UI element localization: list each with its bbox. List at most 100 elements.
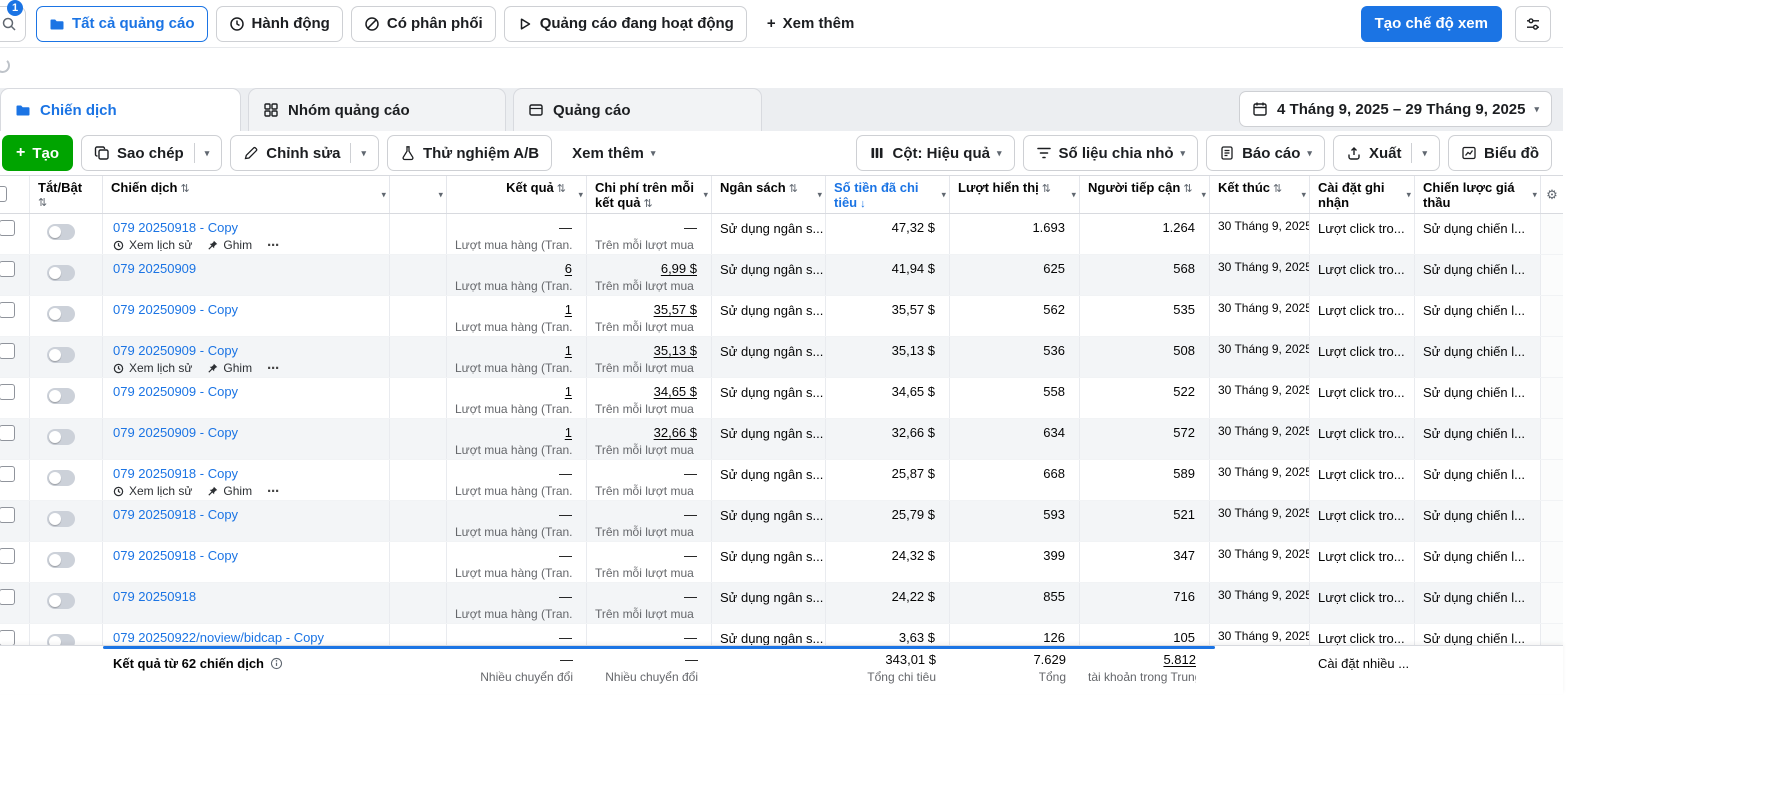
cost-value[interactable]: —: [684, 220, 697, 235]
campaign-name-link[interactable]: 079 20250918 - Copy: [113, 507, 239, 522]
results-value[interactable]: —: [559, 466, 572, 481]
campaign-name-link[interactable]: 079 20250918: [113, 589, 197, 604]
header-toggle[interactable]: Tắt/Bật ⇅: [30, 176, 103, 213]
campaign-toggle[interactable]: [47, 224, 75, 240]
results-value[interactable]: 1: [564, 343, 572, 358]
campaign-name-link[interactable]: 079 20250909 - Copy: [113, 384, 239, 399]
header-campaign[interactable]: Chiến dịch ⇅ ▾: [103, 176, 390, 213]
info-icon[interactable]: [270, 657, 283, 670]
results-value[interactable]: —: [559, 507, 572, 522]
sort-icon[interactable]: ⇅: [180, 183, 190, 195]
tab-ad-sets[interactable]: Nhóm quảng cáo: [248, 88, 506, 131]
cost-value[interactable]: 32,66 $: [653, 425, 697, 440]
sort-desc-icon[interactable]: ↓: [860, 198, 866, 210]
chart-button[interactable]: Biểu đồ: [1448, 135, 1552, 171]
more-options-button[interactable]: ⋯: [267, 361, 281, 375]
sort-icon[interactable]: ⇅: [38, 197, 48, 209]
view-settings-button[interactable]: [1515, 5, 1551, 42]
campaign-name-link[interactable]: 079 20250909 - Copy: [113, 343, 239, 358]
filter-chip-had-delivery[interactable]: Có phân phối: [350, 5, 496, 42]
row-checkbox[interactable]: [0, 343, 15, 359]
chevron-down-icon[interactable]: ▾: [204, 147, 210, 158]
view-history-button[interactable]: Xem lịch sử: [113, 484, 192, 498]
header-reach[interactable]: Người tiếp cận ⇅ ▾: [1080, 176, 1210, 213]
campaign-toggle[interactable]: [47, 265, 75, 281]
header-budget[interactable]: Ngân sách ⇅ ▾: [712, 176, 826, 213]
results-value[interactable]: —: [559, 220, 572, 235]
tab-ads[interactable]: Quảng cáo: [513, 88, 762, 131]
chevron-down-icon[interactable]: ▾: [578, 189, 583, 199]
cost-value[interactable]: —: [684, 630, 697, 645]
campaign-name-link[interactable]: 079 20250918 - Copy: [113, 466, 239, 481]
columns-button[interactable]: Cột: Hiệu quả ▾: [856, 135, 1015, 171]
campaign-toggle[interactable]: [47, 429, 75, 445]
campaign-name-link[interactable]: 079 20250922/noview/bidcap - Copy: [113, 630, 325, 645]
chevron-down-icon[interactable]: ▾: [1301, 189, 1306, 199]
sort-icon[interactable]: ⇅: [643, 198, 653, 210]
chevron-down-icon[interactable]: ▾: [1406, 189, 1411, 199]
header-amount-spent[interactable]: Số tiền đã chi tiêu ↓ ▾: [826, 176, 950, 213]
search-input[interactable]: 1: [0, 0, 26, 42]
sort-icon[interactable]: ⇅: [1041, 183, 1051, 195]
more-options-button[interactable]: ⋯: [267, 484, 281, 498]
export-button[interactable]: Xuất ▾: [1332, 135, 1440, 171]
cost-value[interactable]: 35,57 $: [653, 302, 697, 317]
row-checkbox[interactable]: [0, 384, 15, 400]
tab-campaigns[interactable]: Chiến dịch: [0, 88, 241, 131]
sort-icon[interactable]: ⇅: [1273, 183, 1283, 195]
chevron-down-icon[interactable]: ▾: [361, 147, 366, 158]
campaign-name-link[interactable]: 079 20250909: [113, 261, 197, 276]
campaign-toggle[interactable]: [47, 511, 75, 527]
row-checkbox[interactable]: [0, 261, 15, 277]
chevron-down-icon[interactable]: ▾: [1422, 147, 1427, 158]
cost-value[interactable]: —: [684, 548, 697, 563]
results-value[interactable]: —: [559, 589, 572, 604]
chevron-down-icon[interactable]: ▾: [703, 189, 708, 199]
row-checkbox[interactable]: [0, 589, 15, 605]
filter-chip-active-ads[interactable]: Quảng cáo đang hoạt động: [503, 5, 747, 42]
report-button[interactable]: Báo cáo ▾: [1206, 135, 1325, 171]
row-checkbox[interactable]: [0, 630, 15, 646]
sort-icon[interactable]: ⇅: [556, 183, 566, 195]
header-impressions[interactable]: Lượt hiển thị ⇅ ▾: [950, 176, 1080, 213]
header-bid-strategy[interactable]: Chiến lược giá thầu ▾: [1415, 176, 1541, 213]
cost-value[interactable]: —: [684, 507, 697, 522]
chevron-down-icon[interactable]: ▾: [941, 189, 946, 199]
campaign-name-link[interactable]: 079 20250909 - Copy: [113, 425, 239, 440]
results-value[interactable]: 1: [564, 302, 572, 317]
filter-chip-action[interactable]: Hành động: [215, 5, 343, 42]
campaign-name-link[interactable]: 079 20250909 - Copy: [113, 302, 239, 317]
more-actions-button[interactable]: Xem thêm ▾: [560, 135, 668, 171]
breakdown-button[interactable]: Số liệu chia nhỏ ▾: [1022, 135, 1199, 171]
chevron-down-icon[interactable]: ▾: [1071, 189, 1076, 199]
cost-value[interactable]: —: [684, 466, 697, 481]
filter-see-more-button[interactable]: + Xem thêm: [754, 5, 867, 42]
header-attribution[interactable]: Cài đặt ghi nhận ▾: [1310, 176, 1415, 213]
edit-button[interactable]: Chỉnh sửa ▾: [230, 135, 379, 171]
view-history-button[interactable]: Xem lịch sử: [113, 238, 192, 252]
create-view-button[interactable]: Tạo chế độ xem: [1360, 5, 1502, 42]
row-checkbox[interactable]: [0, 507, 15, 523]
header-cost-per-result[interactable]: Chi phí trên mỗi kết quả ⇅ ▾: [587, 176, 712, 213]
campaign-name-link[interactable]: 079 20250918 - Copy: [113, 220, 239, 235]
campaign-toggle[interactable]: [47, 552, 75, 568]
chevron-down-icon[interactable]: ▾: [817, 189, 822, 199]
results-value[interactable]: 1: [564, 425, 572, 440]
header-results[interactable]: Kết quả ⇅ ▾: [447, 176, 587, 213]
row-checkbox[interactable]: [0, 302, 15, 318]
view-history-button[interactable]: Xem lịch sử: [113, 361, 192, 375]
header-ends[interactable]: Kết thúc ⇅ ▾: [1210, 176, 1310, 213]
cost-value[interactable]: 34,65 $: [653, 384, 697, 399]
cost-value[interactable]: 35,13 $: [653, 343, 697, 358]
chevron-down-icon[interactable]: ▾: [438, 189, 443, 199]
row-checkbox[interactable]: [0, 466, 15, 482]
results-value[interactable]: —: [559, 548, 572, 563]
duplicate-button[interactable]: Sao chép ▾: [81, 135, 223, 171]
results-value[interactable]: 1: [564, 384, 572, 399]
column-settings-button[interactable]: ⚙: [1541, 176, 1563, 213]
ab-test-button[interactable]: Thử nghiệm A/B: [386, 135, 553, 171]
header-delivery[interactable]: ▾: [390, 176, 447, 213]
campaign-toggle[interactable]: [47, 306, 75, 322]
chevron-down-icon[interactable]: ▾: [1201, 189, 1206, 199]
sort-icon[interactable]: ⇅: [788, 183, 798, 195]
